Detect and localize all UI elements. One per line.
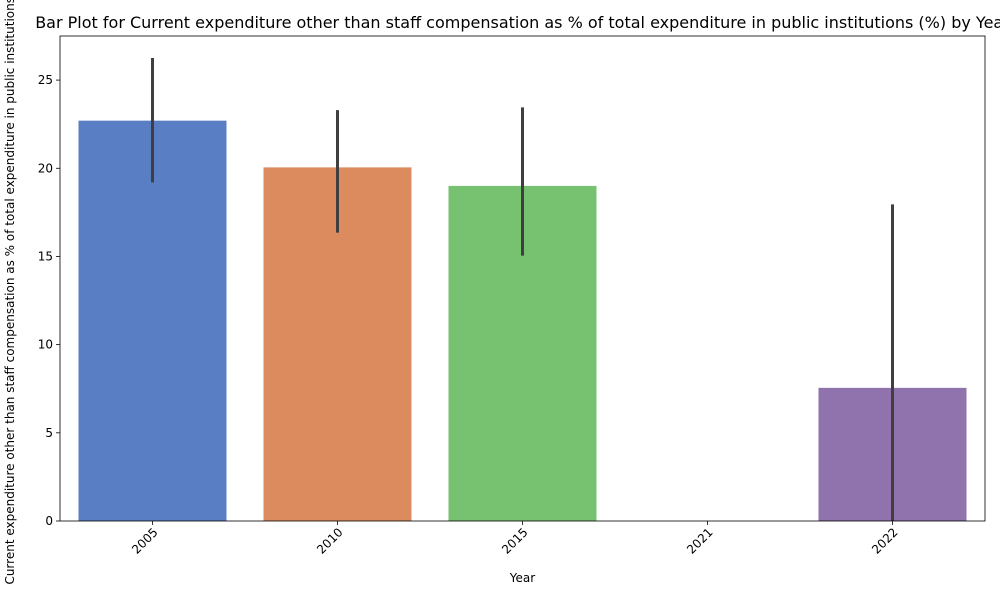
x-tick-label: 2015 [499,525,530,556]
y-tick-label: 0 [45,514,53,528]
y-tick-label: 25 [38,73,53,87]
x-axis-ticks: 2005 2010 2015 2021 2022 [129,521,901,557]
x-tick-label: 2005 [129,525,160,556]
y-tick-label: 20 [38,161,53,175]
x-axis-label: Year [509,571,535,585]
y-axis-label: Current expenditure other than staff com… [3,0,17,585]
x-tick-label: 2010 [314,525,345,556]
y-tick-label: 10 [38,338,53,352]
x-tick-label: 2022 [869,525,900,556]
x-tick-label: 2021 [684,525,715,556]
bar-2005 [78,120,227,522]
y-axis-ticks: 0 5 10 15 20 25 [38,73,60,528]
chart-title: Bar Plot for Current expenditure other t… [35,13,1000,32]
y-tick-label: 15 [38,249,53,263]
errorbars-group [151,58,894,521]
y-tick-label: 5 [45,426,53,440]
